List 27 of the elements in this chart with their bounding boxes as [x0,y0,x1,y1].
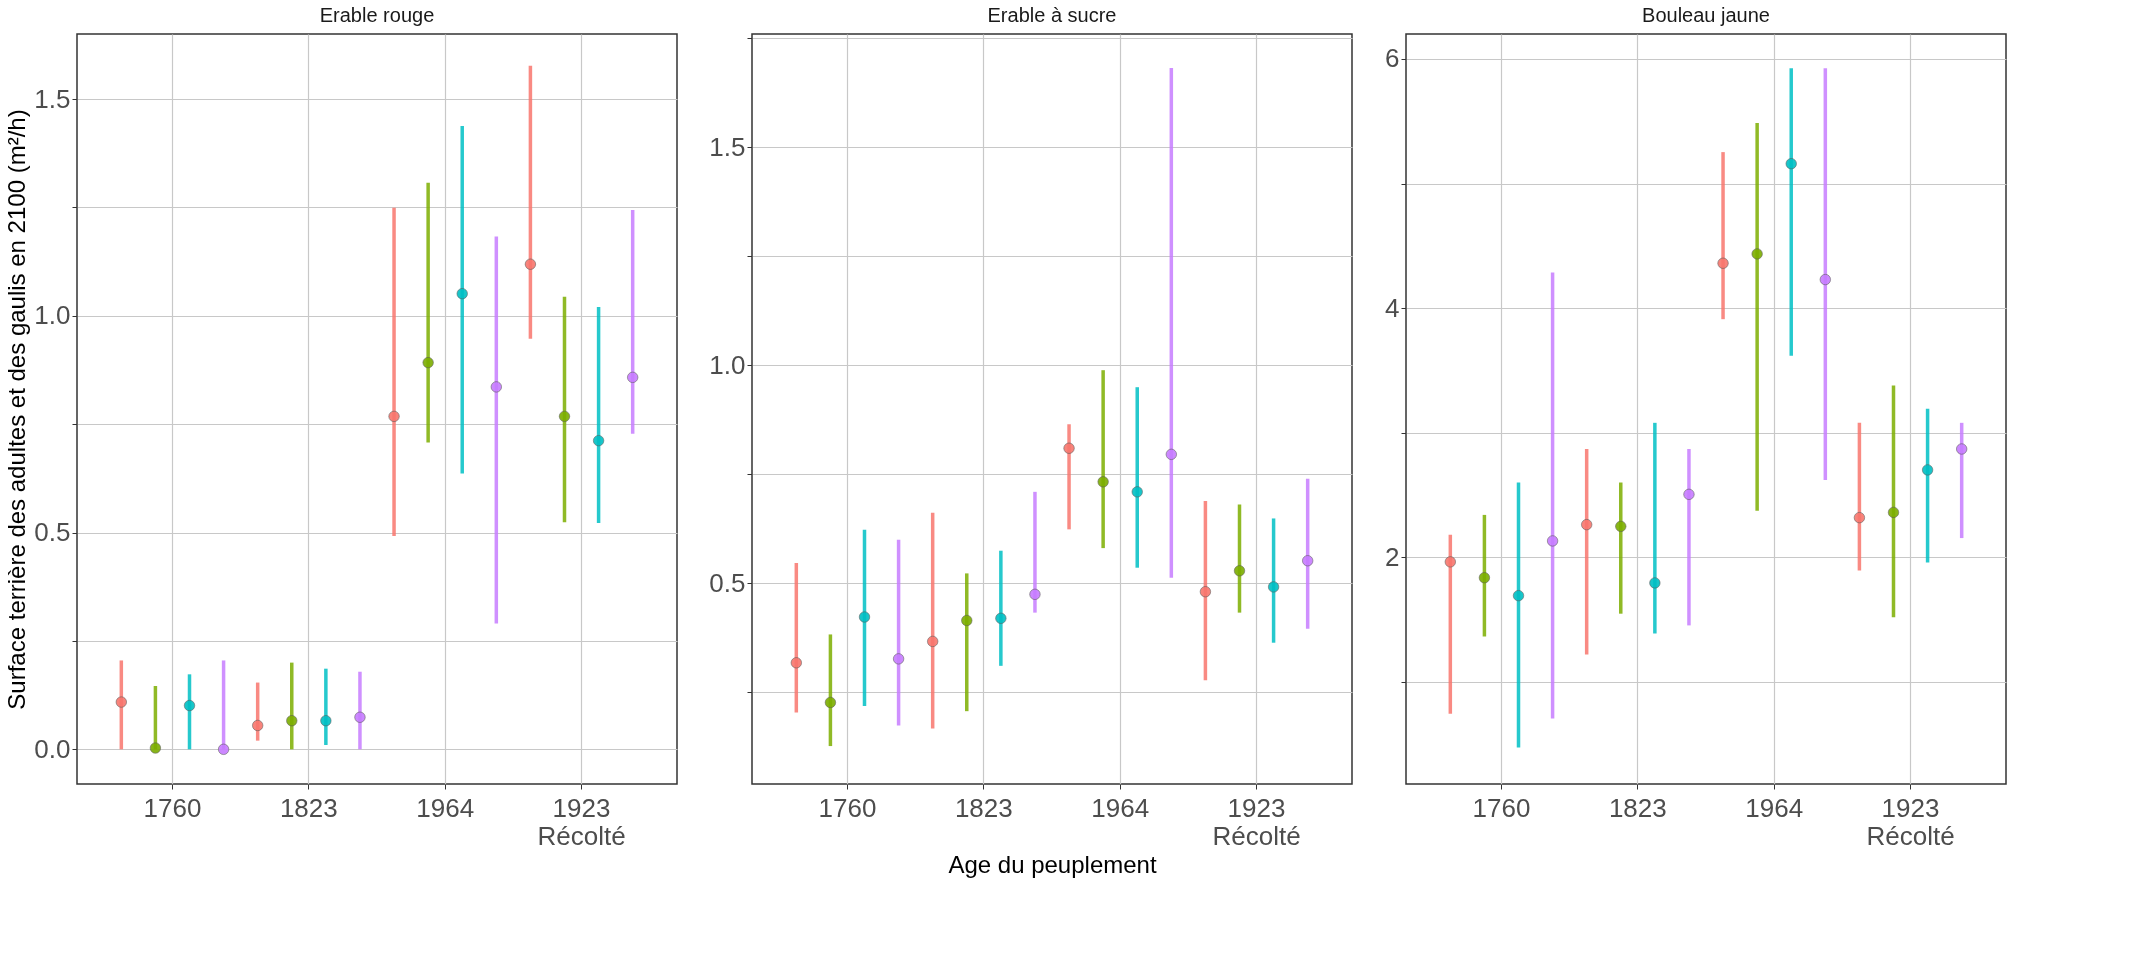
x-tick-label: 1964 [1745,792,1804,823]
chart-title: Erable à sucre [987,4,1117,26]
y-tick-label: 0.5 [709,567,746,598]
x-tick-label: 1760 [1472,792,1531,823]
y-axis-title: Surface terrière des adultes et des gaulis en 2100 (m²/h) [3,109,31,710]
x-tick-label: 1823 [954,792,1013,823]
x-tick-label: 1964 [1091,792,1150,823]
chart-title: Bouleau jaune [1642,4,1770,26]
x-tick-label: 1760 [143,792,202,823]
y-tick-label: 1.0 [34,300,71,331]
y-tick-label: 6 [1385,43,1400,74]
y-tick-label: 4 [1385,292,1400,323]
y-tick-label: 1.0 [709,349,746,380]
x-axis-title: Age du peuplement [948,850,1157,878]
y-tick-label: 1.5 [709,131,746,162]
x-tick-label: 1923 Récolté [1866,792,1955,851]
x-tick-label: 1760 [818,792,877,823]
y-tick-label: 0.5 [34,517,71,548]
x-tick-label: 1964 [416,792,475,823]
x-tick-label: 1923 Récolté [1212,792,1301,851]
y-tick-label: 0.0 [34,733,71,764]
x-tick-label: 1823 [1608,792,1667,823]
y-tick-label: 2 [1385,541,1400,572]
chart-title: Erable rouge [319,4,435,26]
y-tick-label: 1.5 [34,83,71,114]
x-tick-label: 1823 [279,792,338,823]
x-tick-label: 1923 Récolté [537,792,626,851]
